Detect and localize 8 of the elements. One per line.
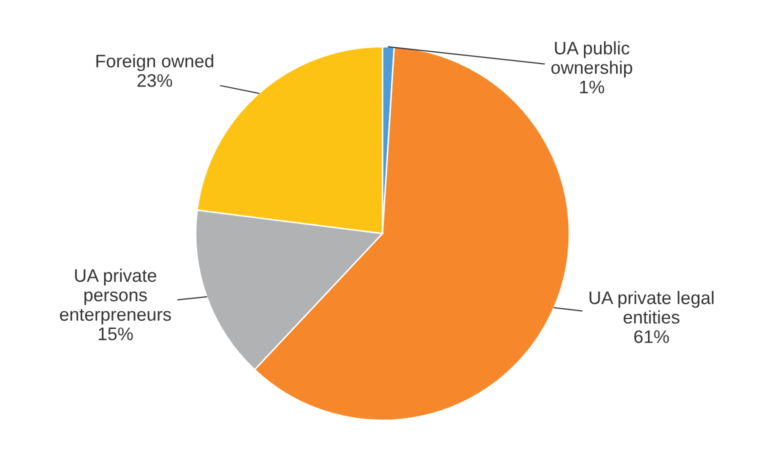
slice-label: UA private persons enterpreneurs [60,268,171,324]
data-label: 15% [98,328,133,340]
data-label: 23% [138,74,172,87]
slice-label: Foreign owned [96,54,214,72]
data-label: 61% [634,330,669,344]
slice-label: UA private legal entities [590,290,714,324]
data-label: 1% [580,80,604,94]
slice-label: UA public ownership [551,41,632,78]
